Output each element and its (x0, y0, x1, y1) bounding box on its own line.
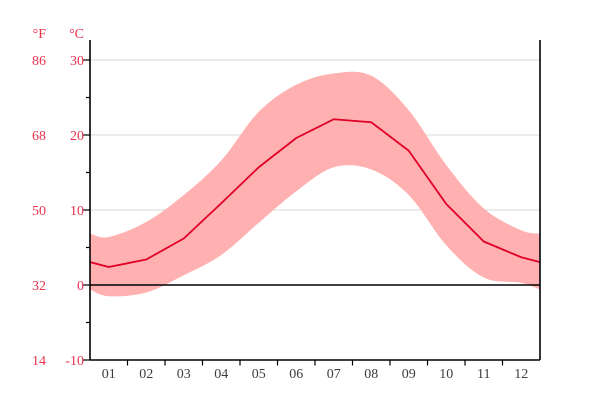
y-tick-label-c-10: 10 (70, 204, 84, 219)
month-label-07: 07 (327, 367, 341, 382)
month-label-01: 01 (102, 367, 116, 382)
y-tick-label-f-86: 86 (32, 54, 46, 69)
y-tick-label-f-14: 14 (32, 354, 46, 369)
y-tick-label-c-30: 30 (70, 54, 84, 69)
month-label-09: 09 (402, 367, 416, 382)
celsius-unit-label: °C (69, 27, 84, 42)
month-label-02: 02 (139, 367, 153, 382)
month-label-08: 08 (364, 367, 378, 382)
mean-temperature-line (89, 118, 541, 268)
month-label-05: 05 (252, 367, 266, 382)
y-tick-label-c-20: 20 (70, 129, 84, 144)
month-label-10: 10 (439, 367, 453, 382)
month-label-12: 12 (514, 367, 528, 382)
month-label-11: 11 (477, 367, 490, 382)
y-tick-label-f-68: 68 (32, 129, 46, 144)
fahrenheit-unit-label: °F (33, 27, 47, 42)
y-tick-label-c-0: 0 (77, 279, 84, 294)
month-label-03: 03 (177, 367, 191, 382)
y-tick-label-f-32: 32 (32, 279, 46, 294)
month-label-06: 06 (289, 367, 303, 382)
month-label-04: 04 (214, 367, 228, 382)
y-tick-label-f-50: 50 (32, 204, 46, 219)
temperature-range-band (90, 71, 540, 297)
y-tick-label-c--10: -10 (65, 354, 84, 369)
